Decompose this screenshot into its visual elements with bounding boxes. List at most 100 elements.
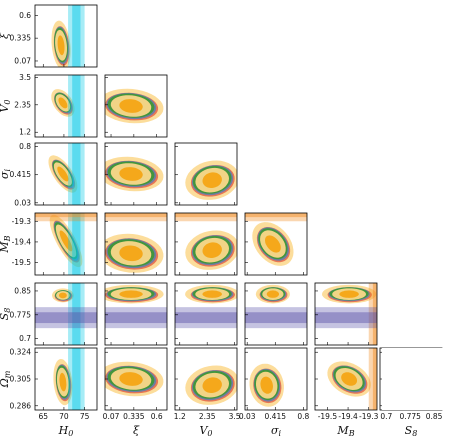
- y-tick-label: 0.03: [14, 198, 31, 207]
- contour-inner: [341, 372, 357, 386]
- y-tick-label: 3.5: [19, 73, 31, 82]
- prior-band-outer: [315, 307, 377, 329]
- panel-content: [175, 284, 237, 329]
- panel-frame: [104, 142, 168, 206]
- panel-3-1: [104, 142, 168, 206]
- prior-band-inner: [72, 283, 81, 345]
- panel-frame: [244, 282, 308, 346]
- contour-inner: [202, 242, 222, 258]
- panel-content: [35, 283, 97, 345]
- panel-2-1: [104, 74, 168, 138]
- panel-frame: [104, 282, 168, 346]
- panel-content: [105, 88, 164, 124]
- y-tick-label: 0.6: [19, 11, 31, 20]
- panel-frame: [34, 282, 98, 346]
- prior-band-outer: [68, 143, 85, 205]
- x-axis-label: H0: [58, 424, 74, 436]
- contour-inner: [119, 99, 143, 113]
- panel-content: [185, 365, 237, 405]
- prior-band-outer: [175, 307, 237, 329]
- contour-inner: [202, 172, 222, 188]
- prior-band-outer: [175, 213, 237, 222]
- panel-5-3: [244, 282, 308, 346]
- panel-frame: [34, 74, 98, 138]
- panel-clip: [185, 160, 237, 200]
- panel-content: [245, 284, 307, 329]
- panel-frame: [174, 212, 238, 276]
- y-tick-label: 0.415: [10, 170, 32, 179]
- y-axis-label: S8: [0, 308, 12, 321]
- y-tick-label: 2.35: [14, 100, 31, 109]
- y-axis-labels: 0.07 0.335 0.6 ξ 1.2 2.35 3.5 V0 0.03 0.415 0.8 σi -…: [0, 11, 31, 410]
- prior-band-inner: [175, 213, 237, 218]
- panel-clip: [105, 284, 167, 329]
- prior-band-outer: [368, 348, 377, 410]
- panel-clip: [51, 75, 85, 137]
- panel-6-4: [314, 347, 378, 411]
- x-tick-label: 0.775: [399, 412, 421, 421]
- contour-inner: [202, 377, 222, 393]
- panel-4-2: [174, 212, 238, 276]
- x-axis-label: S8: [405, 424, 418, 436]
- y-tick-label: 0.07: [14, 56, 31, 65]
- contour-inner: [57, 166, 69, 182]
- panel-frame: [34, 4, 98, 68]
- contour-inner: [119, 245, 143, 262]
- y-tick-label: 0.305: [10, 375, 32, 384]
- x-axis-label: σi: [271, 424, 282, 436]
- panel-6-3: [244, 347, 308, 411]
- panel-6-2: [174, 347, 238, 411]
- x-axis-label: V0: [199, 424, 212, 436]
- prior-band-inner: [372, 348, 377, 410]
- contour-inner: [57, 35, 65, 56]
- panel-content: [48, 143, 85, 205]
- panel-content: [105, 156, 164, 192]
- contour-inner: [266, 290, 279, 298]
- panel-4-0: [34, 212, 98, 276]
- x-tick-label: -19.3: [359, 412, 379, 421]
- x-tick-label: 0.8: [297, 412, 309, 421]
- panel-content: [105, 361, 164, 397]
- panel-clip: [175, 284, 237, 329]
- panel-4-1: [104, 212, 168, 276]
- x-axis-label: ξ: [133, 424, 140, 436]
- panel-3-2: [174, 142, 238, 206]
- prior-band-outer: [68, 283, 85, 345]
- panel-frame: [314, 282, 378, 346]
- prior-band-inner: [245, 312, 307, 324]
- panel-content: [185, 160, 237, 200]
- panel-content: [105, 213, 167, 273]
- prior-band-outer: [245, 213, 307, 222]
- panel-clip: [51, 5, 85, 67]
- panel-frame: [104, 74, 168, 138]
- contour-inner: [59, 292, 67, 299]
- x-tick-label: 0.7: [380, 412, 392, 421]
- y-tick-label: 0.85: [14, 286, 31, 295]
- panel-clip: [185, 365, 237, 405]
- prior-band-inner: [72, 5, 81, 67]
- contour-inner: [265, 235, 281, 253]
- y-tick-label: 0.775: [10, 310, 32, 319]
- x-tick-label: 1.2: [174, 412, 186, 421]
- panel-clip: [105, 361, 164, 397]
- panel-frame: [174, 142, 238, 206]
- y-axis-label: Ωm: [0, 370, 12, 388]
- prior-band-inner: [72, 213, 81, 275]
- prior-band-inner: [35, 213, 97, 218]
- prior-band-inner: [175, 312, 237, 324]
- panel-bg: [382, 348, 444, 410]
- panel-content: [51, 5, 85, 67]
- x-tick-label: 0.85: [426, 412, 443, 421]
- panel-4-3: [244, 212, 308, 276]
- contour-inner: [119, 167, 143, 181]
- panel-6-1: [104, 347, 168, 411]
- contour-inner: [260, 376, 273, 394]
- y-axis-label: σi: [0, 169, 12, 180]
- panel-clip: [245, 213, 307, 266]
- panel-content: [249, 363, 284, 407]
- panel-clip: [105, 156, 164, 192]
- prior-band-outer: [105, 307, 167, 329]
- panel-content: [175, 213, 237, 270]
- y-tick-label: 0.286: [10, 401, 32, 410]
- x-tick-label: 2.35: [199, 412, 216, 421]
